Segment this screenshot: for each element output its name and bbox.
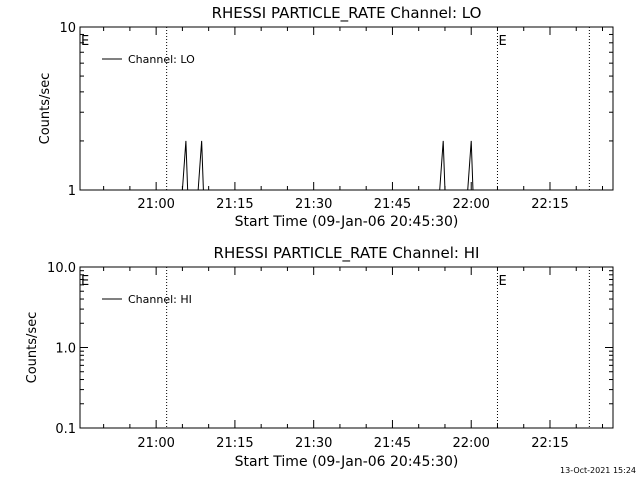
x-tick-label: 21:30 xyxy=(295,197,332,212)
x-axis-label: Start Time (09-Jan-06 20:45:30) xyxy=(235,454,459,470)
series-line xyxy=(80,140,613,191)
x-tick-label: 22:15 xyxy=(531,436,568,451)
x-tick-label: 22:15 xyxy=(531,197,568,212)
x-tick-label: 21:00 xyxy=(137,436,174,451)
legend-label: Channel: LO xyxy=(128,53,195,66)
chart-title: RHESSI PARTICLE_RATE Channel: HI xyxy=(214,244,480,263)
x-tick-label: 21:45 xyxy=(374,197,411,212)
event-marker: E xyxy=(498,34,506,49)
x-tick-label: 21:15 xyxy=(216,436,253,451)
event-marker: E xyxy=(498,274,506,289)
y-axis-label: Counts/sec xyxy=(38,73,53,145)
y-tick-label: 0.1 xyxy=(55,422,76,437)
x-tick-label: 21:30 xyxy=(295,436,332,451)
x-tick-label: 22:00 xyxy=(452,436,489,451)
y-tick-label: 1.0 xyxy=(55,342,76,357)
plot-frame xyxy=(79,266,614,429)
y-tick-label: 10 xyxy=(59,21,76,36)
legend-label: Channel: HI xyxy=(128,293,192,306)
plot-frame xyxy=(79,26,614,191)
event-marker: E xyxy=(81,274,89,289)
x-tick-label: 21:45 xyxy=(374,436,411,451)
x-tick-label: 21:15 xyxy=(216,197,253,212)
x-tick-label: 21:00 xyxy=(137,197,174,212)
footer-timestamp: 13-Oct-2021 15:24 xyxy=(560,466,636,475)
y-axis-label: Counts/sec xyxy=(25,312,40,384)
y-tick-label: 1 xyxy=(68,184,76,199)
x-tick-label: 22:00 xyxy=(452,197,489,212)
y-tick-label: 10.0 xyxy=(47,261,76,276)
chart-title: RHESSI PARTICLE_RATE Channel: LO xyxy=(212,4,482,23)
event-marker: E xyxy=(81,34,89,49)
x-axis-label: Start Time (09-Jan-06 20:45:30) xyxy=(235,214,459,230)
